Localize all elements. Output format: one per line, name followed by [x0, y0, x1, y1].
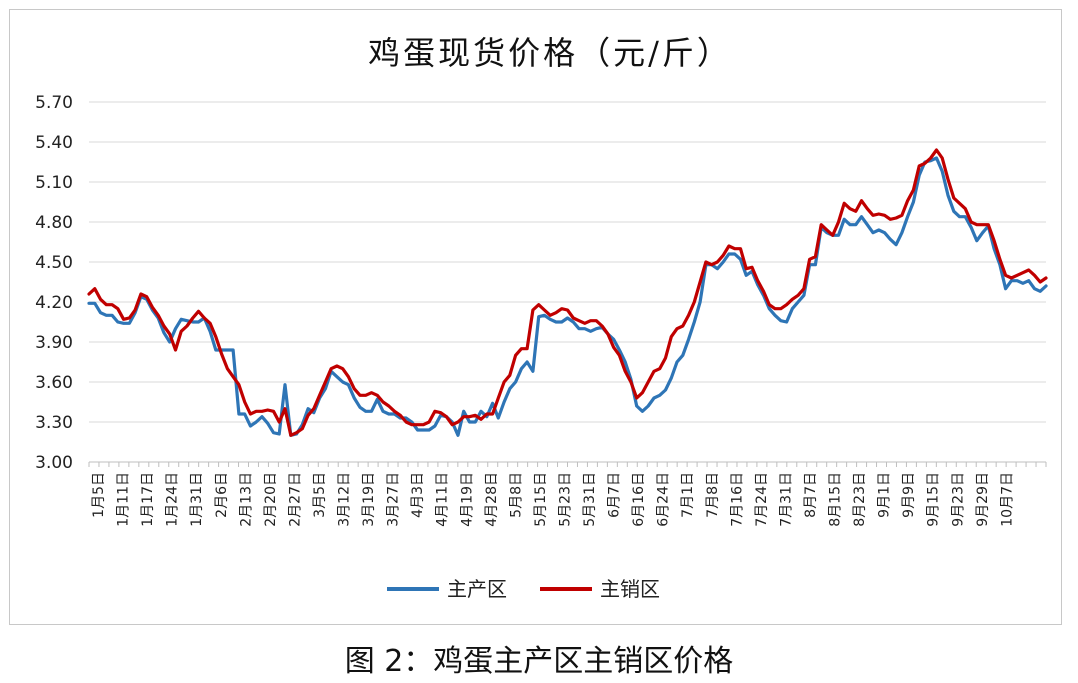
- x-tick-label: 7月16日: [729, 472, 745, 527]
- x-tick-label: 8月23日: [852, 472, 868, 527]
- y-tick-label: 4.80: [35, 213, 73, 233]
- x-tick-label: 6月16日: [631, 472, 647, 527]
- x-tick-label: 3月5日: [312, 472, 328, 518]
- series-lines: [87, 148, 1048, 437]
- x-tick-label: 5月23日: [557, 472, 573, 527]
- x-tick-label: 5月15日: [533, 472, 549, 527]
- x-tick-label: 4月28日: [484, 472, 500, 527]
- x-tick-label: 2月13日: [238, 472, 254, 527]
- x-tick-label: 1月31日: [189, 472, 205, 527]
- x-tick-label: 6月7日: [607, 472, 623, 518]
- chart-title: 鸡蛋现货价格（元/斤）: [368, 34, 732, 72]
- x-tick-label: 8月15日: [828, 472, 844, 527]
- x-tick-label: 1月17日: [140, 472, 156, 527]
- x-tick-label: 3月19日: [361, 472, 377, 527]
- x-tick-label: 10月7日: [999, 472, 1015, 527]
- x-tick-label: 4月3日: [410, 472, 426, 518]
- x-tick-label: 9月29日: [975, 472, 991, 527]
- y-tick-label: 5.40: [35, 133, 73, 153]
- x-tick-label: 7月24日: [754, 472, 770, 527]
- series-line: [87, 156, 1048, 437]
- figure-caption: 图 2：鸡蛋主产区主销区价格: [344, 644, 734, 679]
- x-tick-label: 4月19日: [459, 472, 475, 527]
- x-tick-label: 9月23日: [950, 472, 966, 527]
- x-tick-label: 9月9日: [901, 472, 917, 518]
- x-tick-label: 2月6日: [214, 472, 230, 518]
- egg-price-line-chart: 鸡蛋现货价格（元/斤） 3.00 3.30 3.60 3.90 4.20 4.50 4.80…: [35, 34, 1048, 601]
- x-tick-label: 4月11日: [435, 472, 451, 527]
- x-tick-label: 7月31日: [778, 472, 794, 527]
- y-tick-label: 4.50: [35, 253, 73, 273]
- x-tick-label: 9月1日: [877, 472, 893, 518]
- x-tick-label: 7月8日: [705, 472, 721, 518]
- x-tick-label: 8月7日: [803, 472, 819, 518]
- x-tick-label: 5月31日: [582, 472, 598, 527]
- y-tick-label: 3.60: [35, 373, 73, 393]
- y-axis: 3.00 3.30 3.60 3.90 4.20 4.50 4.80 5.10 5.40 5.70: [35, 93, 73, 473]
- x-tick-label: 7月1日: [680, 472, 696, 518]
- x-tick-label: 3月12日: [337, 472, 353, 527]
- y-tick-label: 3.90: [35, 333, 73, 353]
- x-tick-label: 6月24日: [656, 472, 672, 527]
- x-tick-label: 1月5日: [91, 472, 107, 518]
- series-line: [87, 148, 1048, 437]
- x-axis: 1月5日 1月11日 1月17日 1月24日 1月31日 2月6日 2月13日 2月20日 2月…: [88, 461, 1047, 527]
- legend-label: 主销区: [600, 577, 660, 601]
- x-tick-label: 3月27日: [386, 472, 402, 527]
- y-tick-label: 5.70: [35, 93, 73, 113]
- legend: 主产区 主销区: [387, 577, 660, 601]
- y-tick-label: 3.30: [35, 413, 73, 433]
- legend-label: 主产区: [447, 577, 507, 601]
- x-tick-label: 2月27日: [287, 472, 303, 527]
- x-tick-label: 9月15日: [926, 472, 942, 527]
- x-tick-label: 1月11日: [116, 472, 132, 527]
- y-tick-label: 3.00: [35, 453, 73, 473]
- x-tick-label: 2月20日: [263, 472, 279, 527]
- x-tick-label: 5月8日: [508, 472, 524, 518]
- chart-frame: [9, 9, 1062, 625]
- x-tick-label: 1月24日: [165, 472, 181, 527]
- y-tick-label: 5.10: [35, 173, 73, 193]
- y-tick-label: 4.20: [35, 293, 73, 313]
